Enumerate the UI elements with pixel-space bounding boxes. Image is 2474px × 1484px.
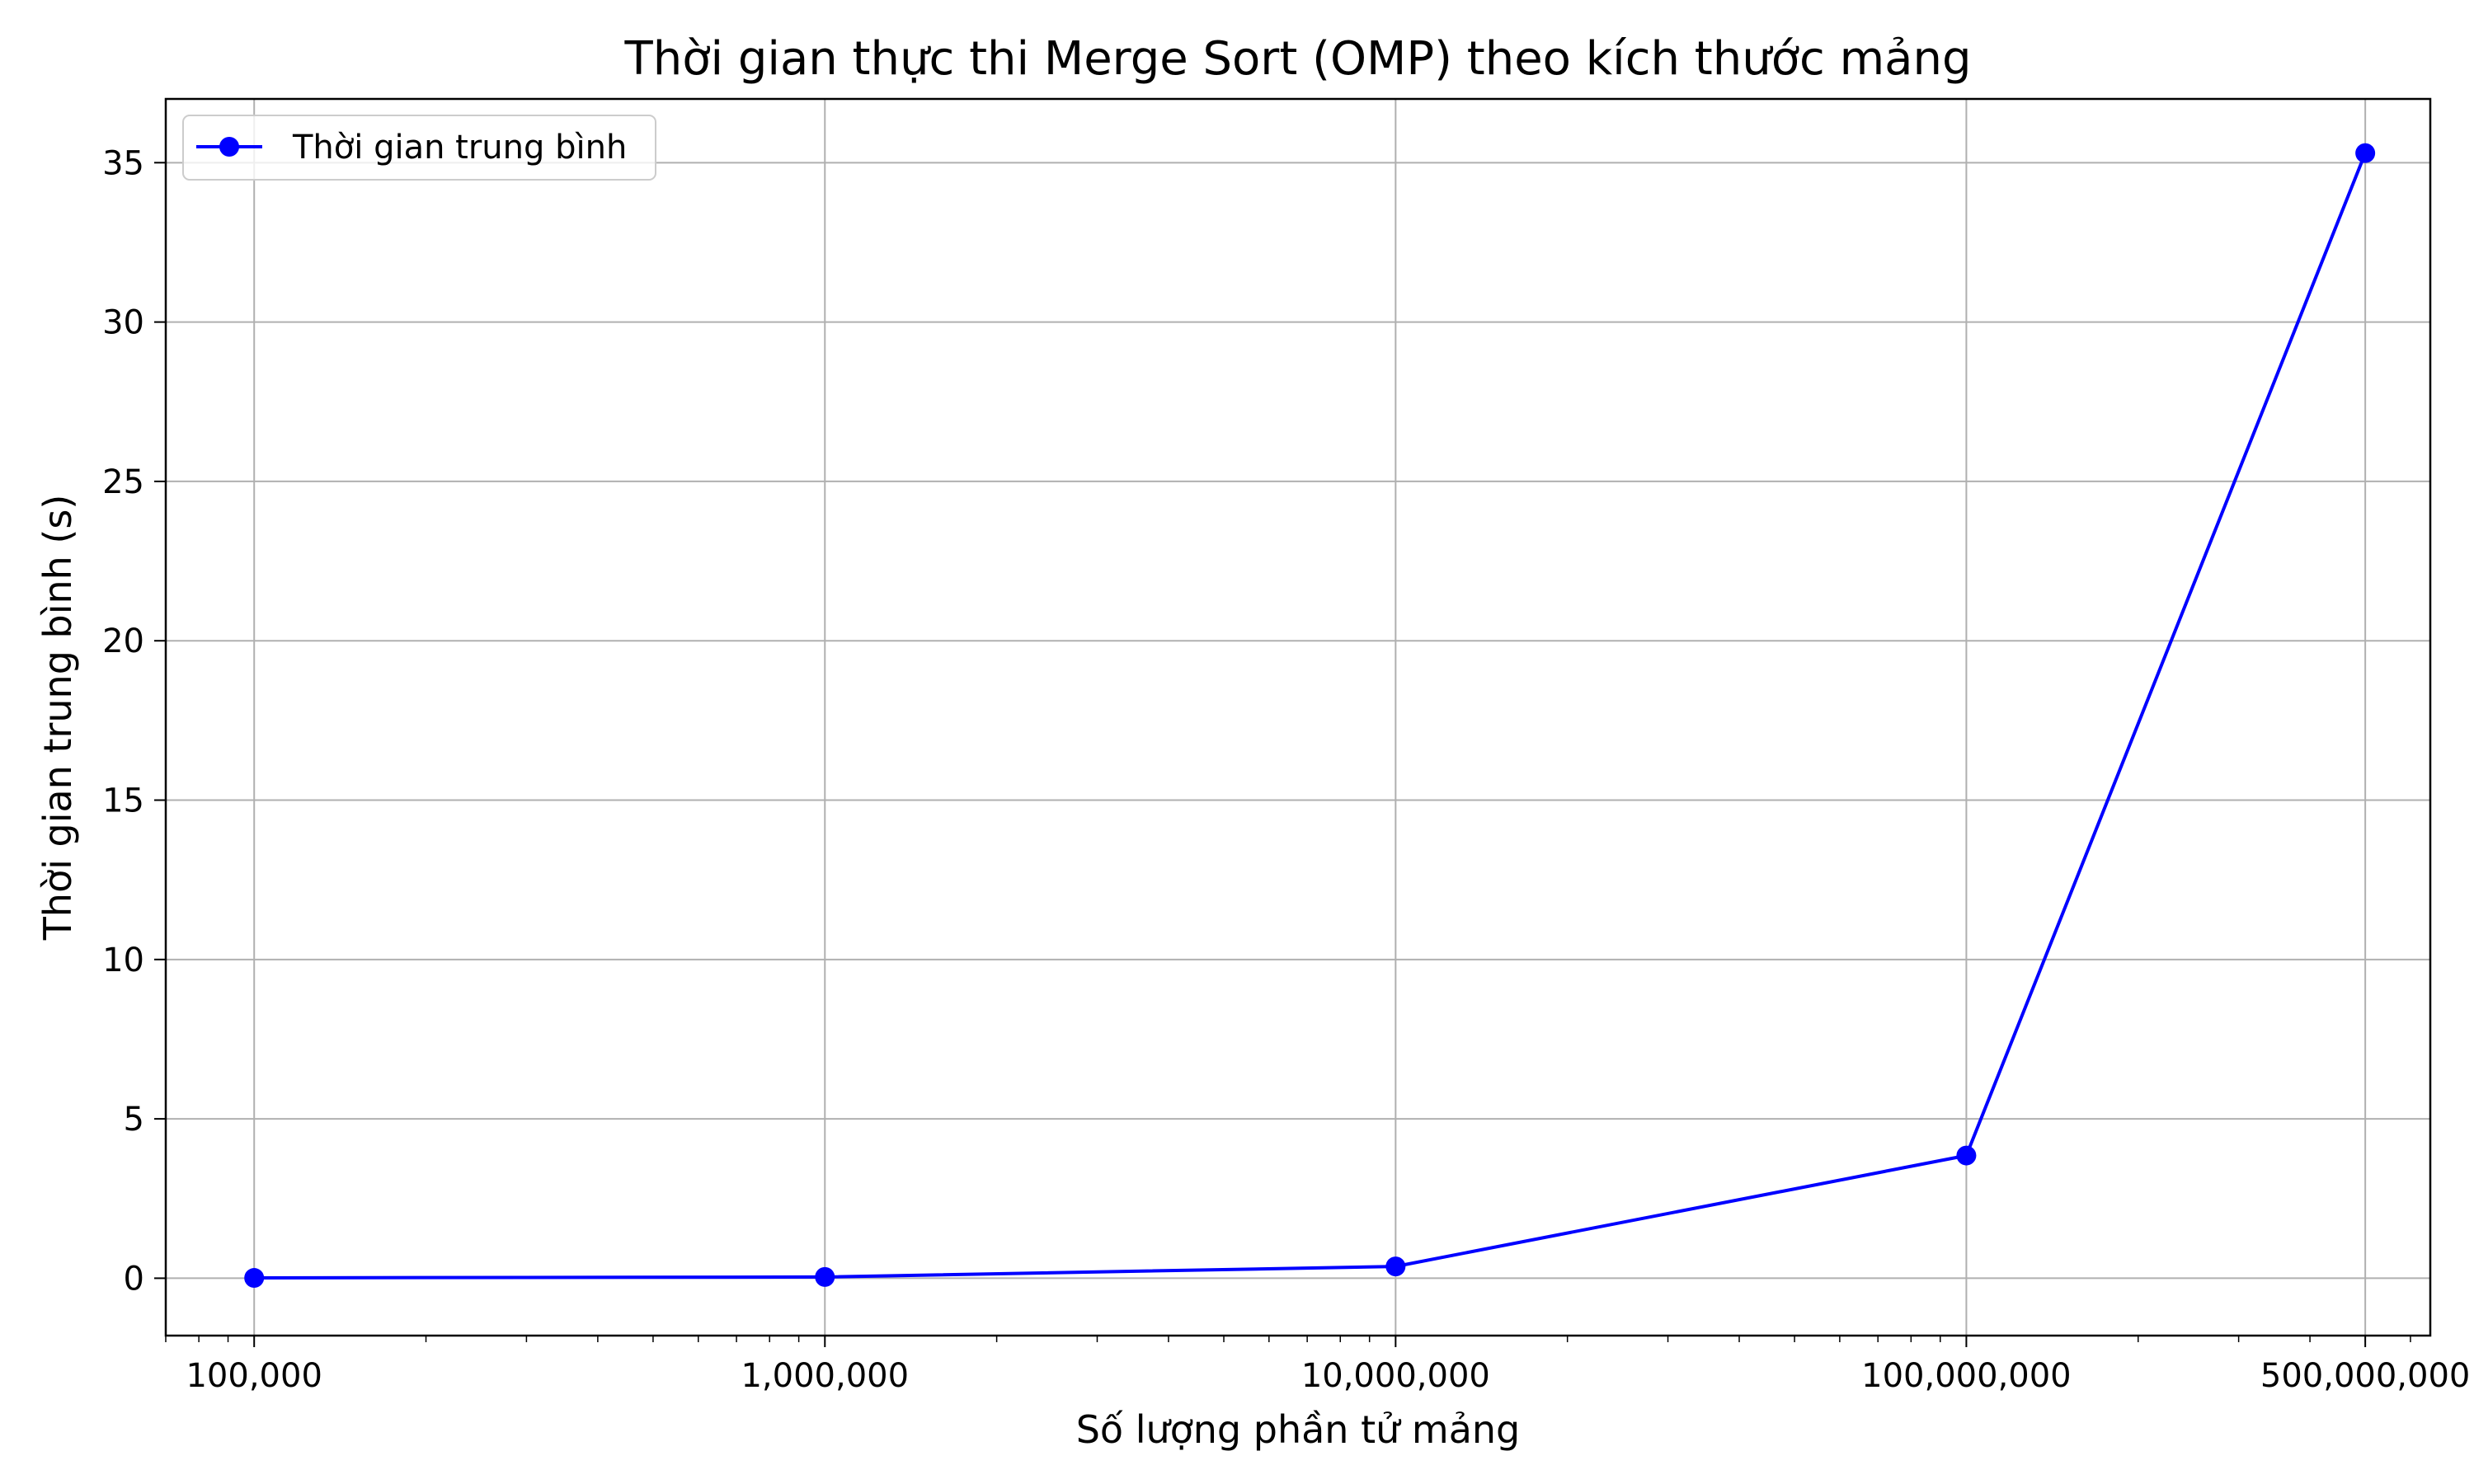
x-tick-label: 500,000,000 [2260, 1357, 2470, 1395]
x-tick-label: 100,000,000 [1861, 1357, 2071, 1395]
y-tick-label: 5 [124, 1101, 144, 1139]
legend-marker-sample [219, 137, 239, 157]
y-tick-label: 15 [102, 782, 144, 820]
series-layer [244, 143, 2376, 1289]
data-point [244, 1268, 265, 1289]
data-point [1956, 1145, 1977, 1166]
legend-box [182, 115, 656, 181]
minor-ticks [165, 1336, 2411, 1342]
x-tick-label: 1,000,000 [741, 1357, 909, 1395]
chart-title: Thời gian thực thi Merge Sort (OMP) theo… [624, 32, 1972, 86]
plot-frame [164, 97, 2432, 1337]
x-tick-label: 100,000 [186, 1357, 322, 1395]
legend-label: Thời gian trung bình [292, 129, 627, 167]
legend: Thời gian trung bình [182, 115, 656, 181]
ticks: 100,000 1,000,000 10,000,000 100,000,000 500… [102, 144, 2470, 1395]
y-tick-label: 35 [102, 144, 144, 182]
y-tick-label: 30 [102, 304, 144, 342]
y-tick-label: 10 [102, 942, 144, 979]
data-point [1385, 1256, 1406, 1277]
x-axis-label: Số lượng phần tử mảng [1076, 1407, 1521, 1452]
y-tick-label: 0 [124, 1260, 144, 1298]
data-point [2355, 143, 2376, 163]
x-tick-label: 10,000,000 [1301, 1357, 1490, 1395]
y-tick-label: 25 [102, 463, 144, 501]
y-axis-label: Thời gian trung bình (s) [35, 495, 80, 942]
data-point [815, 1266, 835, 1287]
y-tick-label: 20 [102, 622, 144, 660]
